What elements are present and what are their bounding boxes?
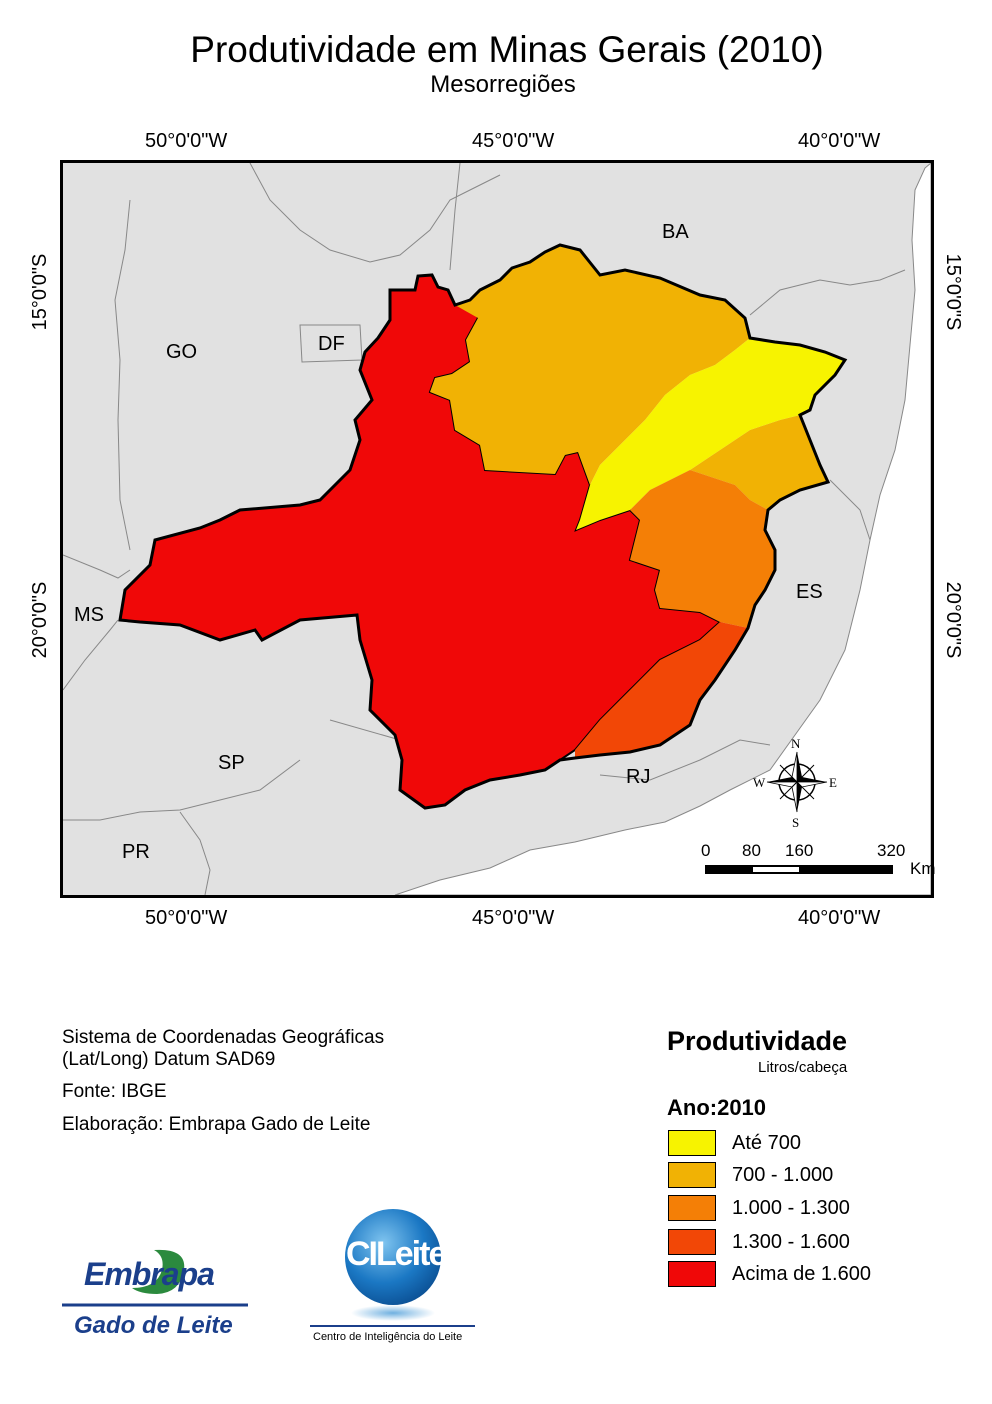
state-label-df: DF: [318, 333, 345, 355]
legend-year: Ano:2010: [667, 1095, 767, 1120]
map-subtitle: Mesorregiões: [430, 71, 576, 98]
lon-label-top-45w: 45°0'0"W: [472, 130, 555, 152]
ocean: [394, 163, 931, 895]
legend-swatch: [668, 1130, 716, 1156]
legend-label: 700 - 1.000: [732, 1164, 834, 1186]
info-elaboration: Elaboração: Embrapa Gado de Leite: [62, 1114, 371, 1135]
info-source: Fonte: IBGE: [62, 1081, 167, 1102]
scale-tick-320: 320: [877, 841, 906, 860]
lat-label-right-15s: 15°0'0"S: [942, 253, 964, 331]
region-1000-1300: [630, 470, 775, 628]
legend-item: 1.300 - 1.600: [668, 1229, 928, 1257]
lon-label-top-40w: 40°0'0"W: [798, 130, 881, 152]
lat-label-right-20s: 20°0'0"S: [942, 581, 964, 659]
legend-item: Até 700: [668, 1130, 928, 1158]
embrapa-logo: Embrapa Gado de Leite: [62, 1248, 248, 1348]
embrapa-logo-mark: [62, 1249, 248, 1307]
state-label-es: ES: [796, 581, 823, 603]
region-700-1000-east: [690, 415, 828, 510]
legend-label: 1.300 - 1.600: [732, 1231, 850, 1253]
cileite-logo: CILeite Centro de Inteligência do Leite: [310, 1205, 480, 1350]
embrapa-unit: Gado de Leite: [74, 1312, 233, 1339]
state-label-go: GO: [166, 341, 198, 363]
legend-swatch: [668, 1261, 716, 1287]
map-svg: [63, 163, 931, 895]
state-label-pr: PR: [122, 841, 150, 863]
minas-gerais-regions: [118, 243, 848, 810]
scale-tick-0: 0: [701, 841, 711, 860]
scale-tick-80: 80: [742, 841, 761, 860]
legend-item: Acima de 1.600: [668, 1261, 928, 1289]
lon-label-bottom-45w: 45°0'0"W: [472, 907, 555, 929]
legend-item: 1.000 - 1.300: [668, 1195, 928, 1223]
lat-label-left-20s: 20°0'0"S: [29, 581, 51, 659]
state-label-ms: MS: [74, 604, 104, 626]
map-title: Produtividade em Minas Gerais (2010): [190, 29, 824, 70]
compass-n: N: [791, 736, 801, 751]
lon-label-bottom-40w: 40°0'0"W: [798, 907, 881, 929]
lon-label-top-50w: 50°0'0"W: [145, 130, 228, 152]
compass-s: S: [792, 815, 800, 830]
legend-label: Acima de 1.600: [732, 1263, 871, 1285]
legend-swatch: [668, 1195, 716, 1221]
legend-label: 1.000 - 1.300: [732, 1197, 850, 1219]
region-700-1000-north: [430, 245, 750, 485]
state-label-sp: SP: [218, 752, 245, 774]
legend-swatch: [668, 1162, 716, 1188]
minas-gerais-outline: [118, 243, 848, 810]
legend-title: Produtividade: [667, 1026, 848, 1056]
state-boundaries: [63, 163, 906, 895]
scale-unit: Km: [910, 859, 936, 878]
compass-e: E: [829, 775, 837, 790]
compass-w: W: [753, 775, 766, 790]
state-label-rj: RJ: [626, 766, 651, 788]
info-datum: (Lat/Long) Datum SAD69: [62, 1049, 276, 1070]
lat-label-left-15s: 15°0'0"S: [29, 253, 51, 331]
embrapa-name: Embrapa: [84, 1256, 215, 1292]
state-label-ba: BA: [662, 221, 689, 243]
legend-swatch: [668, 1229, 716, 1255]
legend-item: 700 - 1.000: [668, 1162, 928, 1190]
cileite-caption: Centro de Inteligência do Leite: [313, 1331, 463, 1343]
scale-bar: [705, 865, 893, 874]
cileite-logo-mark: [310, 1209, 475, 1327]
scale-tick-160: 160: [785, 841, 814, 860]
lon-label-bottom-50w: 50°0'0"W: [145, 907, 228, 929]
map-frame: [60, 160, 934, 898]
legend-unit: Litros/cabeça: [758, 1059, 848, 1076]
region-ate-700: [576, 338, 845, 530]
compass-rose: [766, 751, 828, 813]
info-coordinate-system: Sistema de Coordenadas Geográficas: [62, 1027, 385, 1048]
legend-label: Até 700: [732, 1132, 801, 1154]
region-1300-1600: [575, 622, 748, 758]
cileite-name: CILeite: [346, 1235, 447, 1273]
